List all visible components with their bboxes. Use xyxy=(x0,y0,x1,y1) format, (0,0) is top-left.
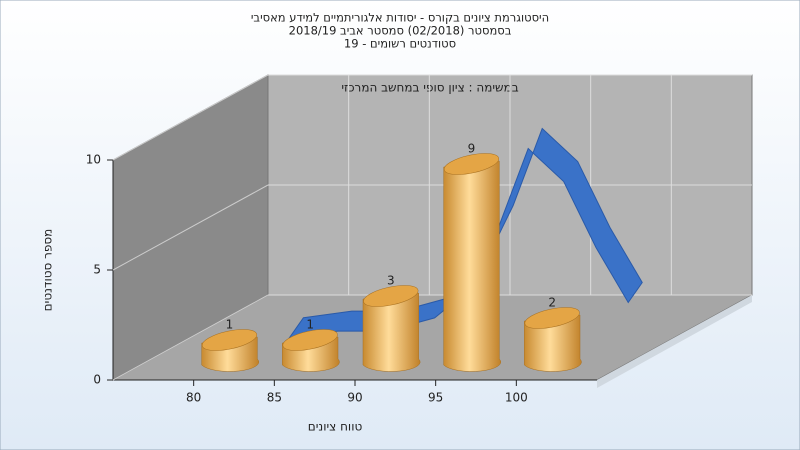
floor-edge xyxy=(597,295,752,388)
grid-line xyxy=(112,74,269,161)
bar-top xyxy=(201,329,258,351)
value-label: 1 xyxy=(306,318,314,332)
y-tick-label: 10 xyxy=(86,153,101,167)
bar-top xyxy=(363,285,419,307)
bar-top xyxy=(282,329,338,351)
x-tick-label: 80 xyxy=(186,391,201,405)
x-tick-label: 90 xyxy=(347,391,362,405)
y-axis-label: מספר סטודנטים xyxy=(41,229,55,312)
x-tick-label: 95 xyxy=(428,391,443,405)
bar xyxy=(524,314,582,372)
subtitle: במשימה : ציון סופי במחשב המרכזי xyxy=(341,81,518,95)
chart-title: בסמסטר (02/2018) סמסטר אביב 2018/19 xyxy=(289,24,512,38)
value-label: 3 xyxy=(387,274,395,288)
grid-line xyxy=(112,294,269,381)
value-label: 1 xyxy=(226,318,234,332)
value-label: 9 xyxy=(468,142,476,156)
x-tick-label: 100 xyxy=(505,391,528,405)
y-tick-label: 0 xyxy=(93,373,101,387)
chart-title: היסטוגרמת ציונים בקורס - יסודות אלגוריתמ… xyxy=(251,11,549,25)
chart-title: סטודנטים רשומים - 19 xyxy=(344,37,456,51)
bar xyxy=(443,160,502,372)
bar-top xyxy=(443,153,500,175)
x-axis-label: טווח ציונים xyxy=(308,420,363,434)
y-tick-label: 5 xyxy=(93,263,101,277)
value-label: 2 xyxy=(548,296,556,310)
grid-line xyxy=(112,184,269,271)
x-tick-label: 85 xyxy=(267,391,282,405)
bar-top xyxy=(524,307,580,329)
bar xyxy=(362,292,421,372)
